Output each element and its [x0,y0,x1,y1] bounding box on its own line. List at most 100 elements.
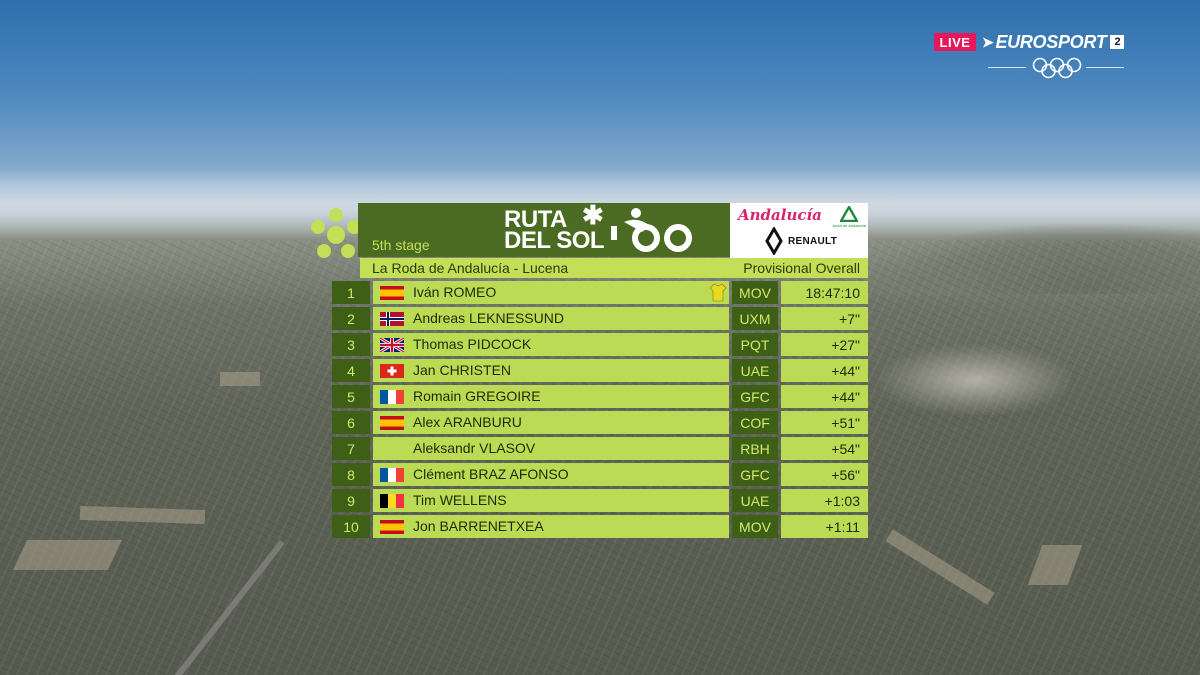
rider-name: Romain GREGOIRE [413,388,541,404]
rider-cell: Jan CHRISTEN [373,359,729,382]
route-label: La Roda de Andalucía - Lucena [372,260,569,276]
team-cell: COF [732,411,778,434]
spain-flag-icon [380,416,404,430]
france-flag-icon [380,468,404,482]
table-row: 9 Tim WELLENS UAE +1:03 [332,489,868,512]
rider-cell: Tim WELLENS [373,489,729,512]
rider-cell: Jon BARRENETXEA [373,515,729,538]
rider-cell: Romain GREGOIRE [373,385,729,408]
position-cell: 8 [332,463,370,486]
time-cell: +44" [781,385,868,408]
channel-number: 2 [1110,35,1125,49]
rider-cell: Alex ARANBURU [373,411,729,434]
table-row: 5 Romain GREGOIRE GFC +44" [332,385,868,408]
junta-andalucia-icon [840,206,858,222]
time-cell: +54" [781,437,868,460]
rider-cell: Aleksandr VLASOV [373,437,729,460]
position-cell: 6 [332,411,370,434]
time-cell: +1:11 [781,515,868,538]
renault-label: RENAULT [788,236,838,247]
rider-name: Aleksandr VLASOV [413,440,536,456]
position-cell: 4 [332,359,370,382]
rider-cell: Clément BRAZ AFONSO [373,463,729,486]
table-row: 1 Iván ROMEO MOV 18:47:10 [332,281,868,304]
position-cell: 1 [332,281,370,304]
team-cell: RBH [732,437,778,460]
olympic-rings-logo [988,56,1124,80]
time-cell: +44" [781,359,868,382]
renault-diamond-icon [765,227,783,255]
position-cell: 7 [332,437,370,460]
logo-line2: DEL SOL [504,227,605,254]
table-row: 3 Thomas PIDCOCK PQT +27" [332,333,868,356]
table-row: 8 Clément BRAZ AFONSO GFC +56" [332,463,868,486]
standings-table: 1 Iván ROMEO MOV 18:47:10 2 Andreas LEKN… [332,281,868,541]
position-cell: 5 [332,385,370,408]
logo-line1: RUTA [504,206,567,233]
switzerland-flag-icon [380,364,404,378]
classification-label: Provisional Overall [743,260,860,276]
rider-cell: Thomas PIDCOCK [373,333,729,356]
town-lucena [880,345,1070,415]
cyclist-100-icon [611,208,692,252]
france-flag-icon [380,390,404,404]
rider-cell: Iván ROMEO [373,281,729,304]
rider-name: Alex ARANBURU [413,414,522,430]
rider-name: Jon BARRENETXEA [413,518,544,534]
sponsor-panel: Andalucía Junta de Andalucía RENAULT [730,203,868,258]
rider-name: Thomas PIDCOCK [413,336,532,352]
live-badge: LIVE [934,33,976,51]
norway-flag-icon [380,312,404,326]
team-cell: UAE [732,359,778,382]
table-row: 10 Jon BARRENETXEA MOV +1:11 [332,515,868,538]
field-patch [13,540,122,570]
position-cell: 2 [332,307,370,330]
divider-line [988,67,1026,68]
eurosport-logo: ➤ EUROSPORT 2 [982,30,1125,54]
team-cell: UAE [732,489,778,512]
team-cell: MOV [732,281,778,304]
position-cell: 9 [332,489,370,512]
rider-name: Clément BRAZ AFONSO [413,466,569,482]
team-cell: GFC [732,463,778,486]
table-row: 4 Jan CHRISTEN UAE +44" [332,359,868,382]
belgium-flag-icon [380,494,404,508]
spain-flag-icon [380,520,404,534]
position-cell: 3 [332,333,370,356]
eurosport-arrow-icon: ➤ [982,33,994,50]
time-cell: +51" [781,411,868,434]
divider-line [1086,67,1124,68]
team-cell: MOV [732,515,778,538]
time-cell: +56" [781,463,868,486]
ruta-del-sol-logo: RUTA DEL SOL ✱ 100 [502,200,702,254]
uk-flag-icon [380,338,404,352]
olympic-rings-icon [1032,57,1082,79]
team-cell: PQT [732,333,778,356]
rider-name: Andreas LEKNESSUND [413,310,564,326]
time-cell: +7" [781,307,868,330]
mountain-ridge [860,224,1200,294]
route-bar: La Roda de Andalucía - Lucena Provisiona… [360,258,868,278]
yellow-jersey-icon [709,283,727,302]
spain-flag-icon [380,286,404,300]
time-cell: +1:03 [781,489,868,512]
rider-name: Iván ROMEO [413,284,497,300]
field-patch [220,372,260,386]
time-cell: 18:47:10 [781,281,868,304]
table-row: 2 Andreas LEKNESSUND UXM +7" [332,307,868,330]
star-asterisk-icon [311,208,361,258]
stage-label: 5th stage [372,237,430,253]
provisional-overall-graphic: 5th stage RUTA DEL SOL ✱ 100 Andalucía J… [311,200,870,541]
rider-name: Jan CHRISTEN [413,362,512,378]
logo-star-icon: ✱ [582,200,604,230]
time-cell: +27" [781,333,868,356]
network-name: EUROSPORT [995,31,1107,52]
rider-name: Tim WELLENS [413,492,507,508]
andalucia-logo: Andalucía [738,206,822,224]
rider-cell: Andreas LEKNESSUND [373,307,729,330]
position-cell: 10 [332,515,370,538]
table-row: 6 Alex ARANBURU COF +51" [332,411,868,434]
junta-label: Junta de Andalucía [831,223,867,228]
table-row: 7 Aleksandr VLASOV RBH +54" [332,437,868,460]
team-cell: GFC [732,385,778,408]
